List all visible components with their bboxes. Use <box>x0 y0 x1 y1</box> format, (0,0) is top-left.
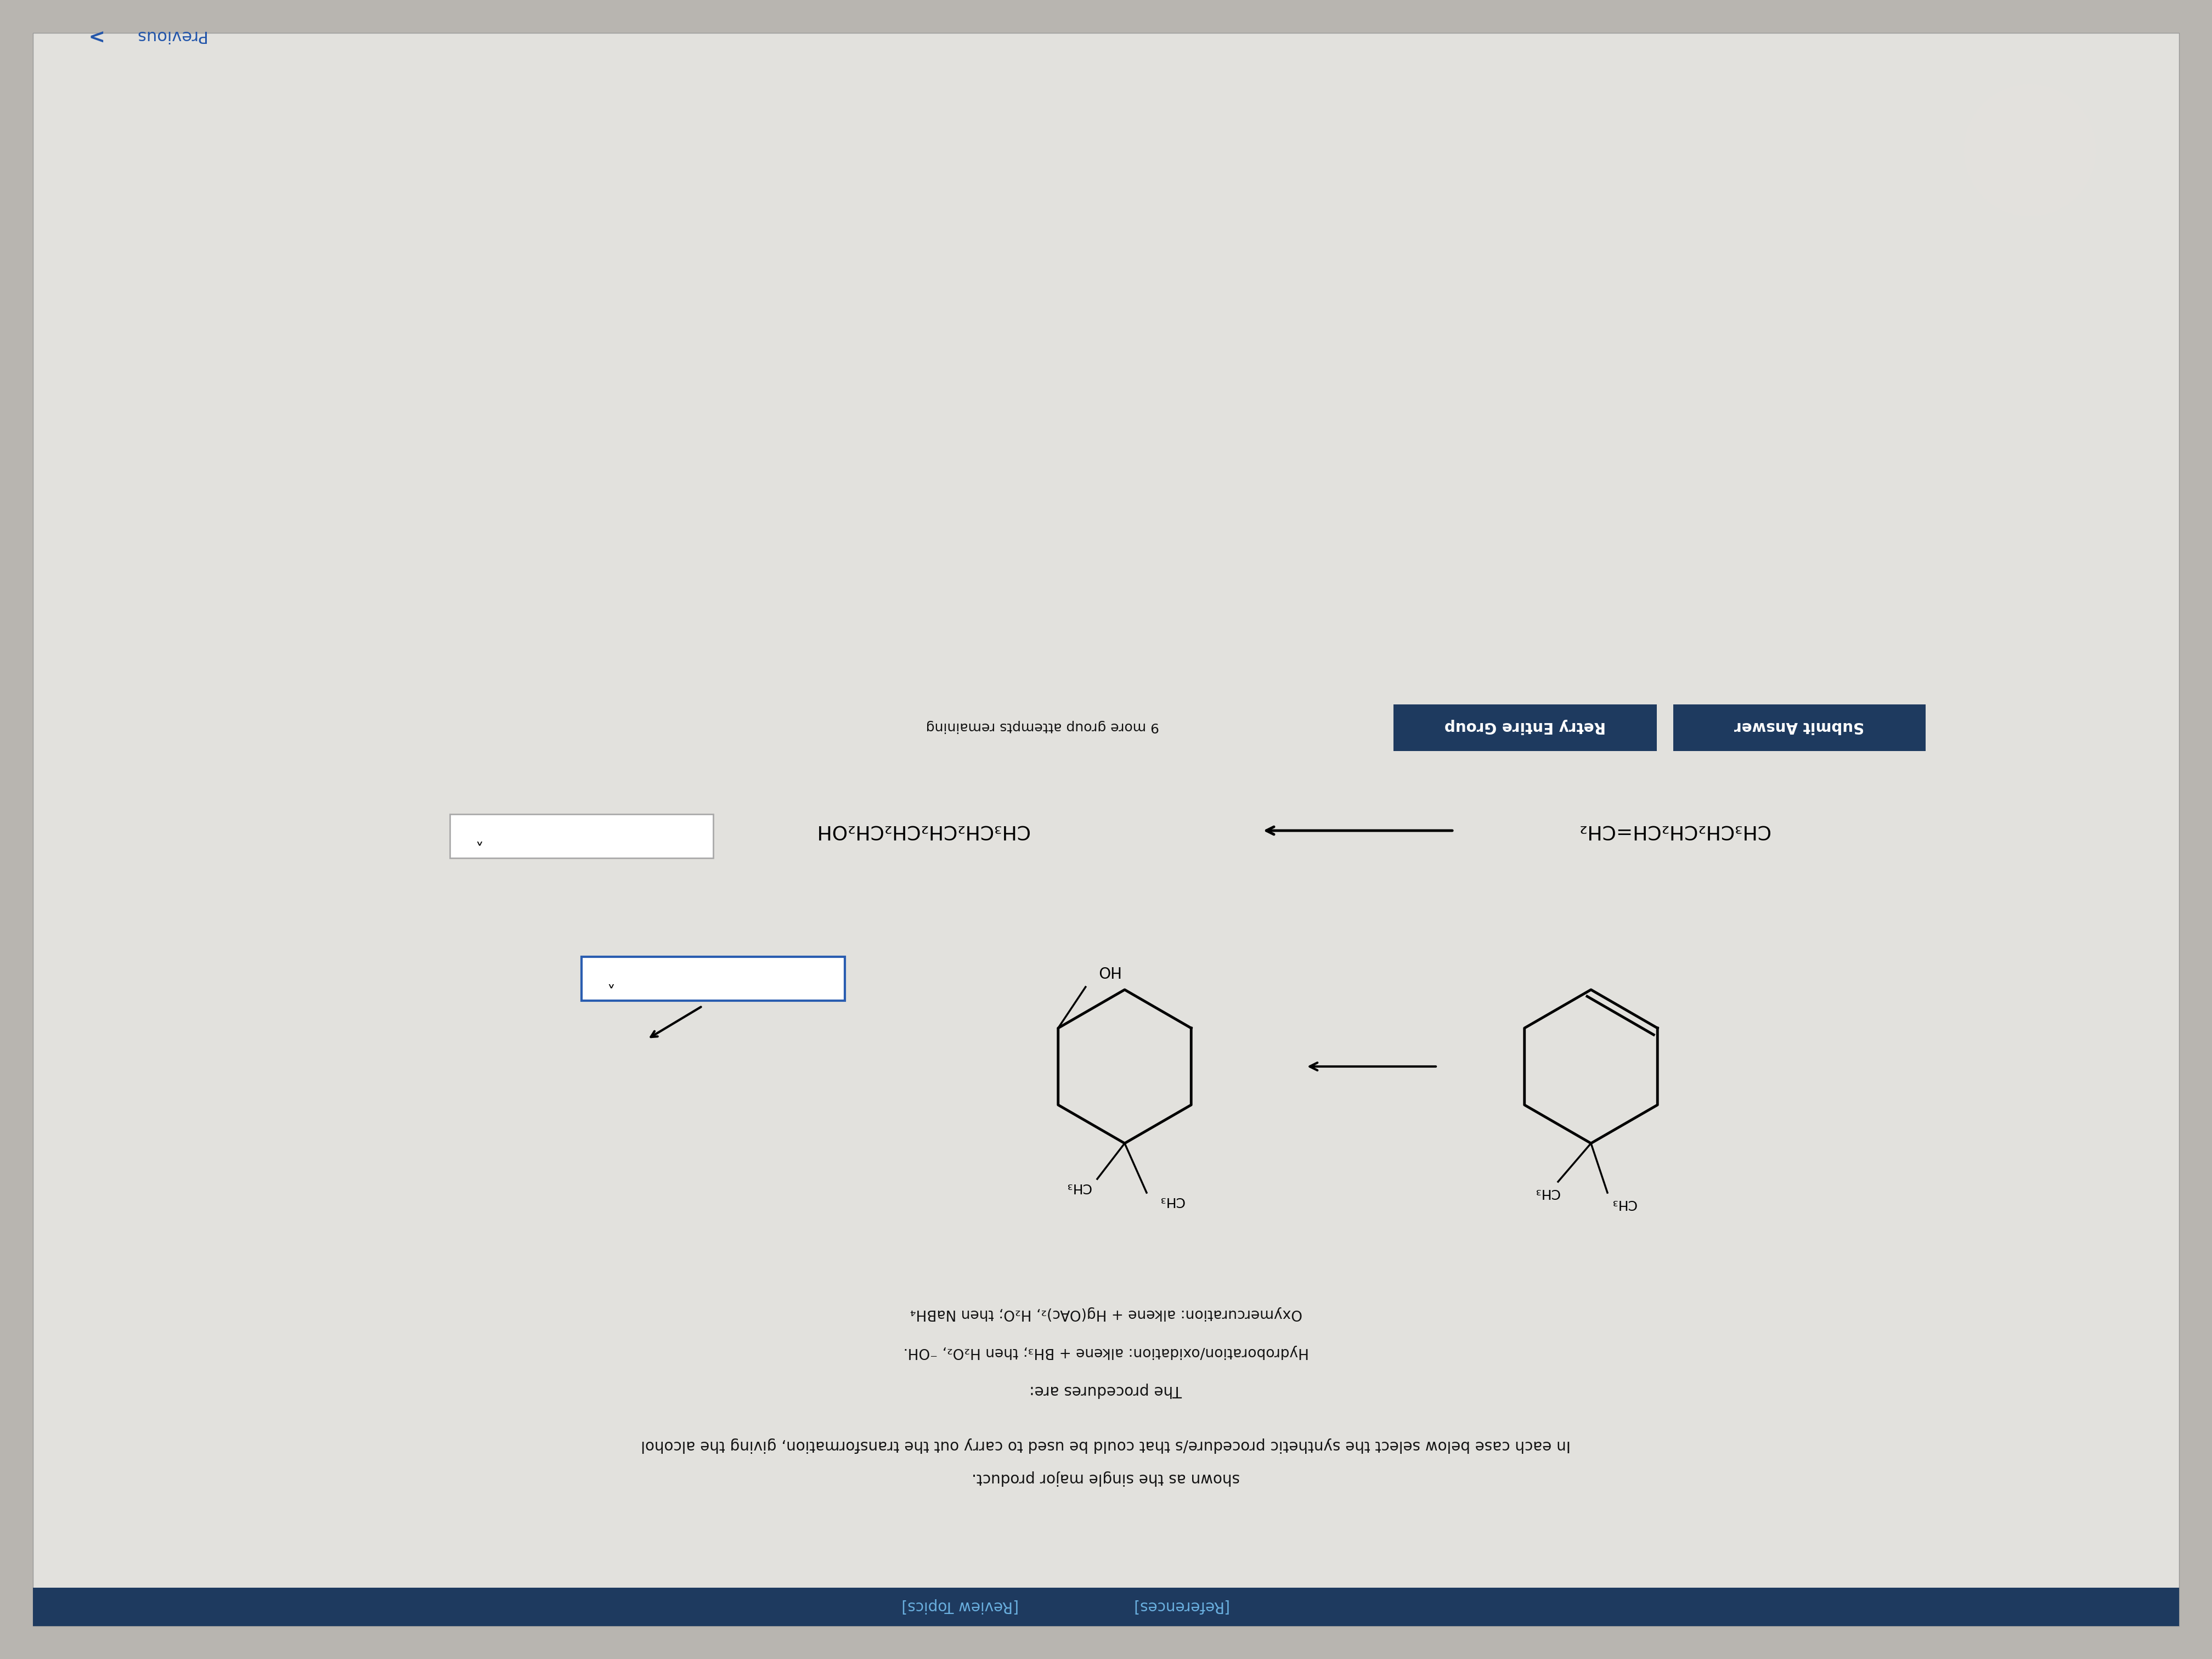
Text: Hydroboration/oxidation: alkene + BH₃; then H₂O₂, ⁻OH.: Hydroboration/oxidation: alkene + BH₃; t… <box>902 1345 1310 1359</box>
Bar <box>582 957 845 1000</box>
Circle shape <box>1975 56 2031 111</box>
Text: The procedures are:: The procedures are: <box>1029 1382 1183 1399</box>
Text: ˄: ˄ <box>604 971 613 987</box>
Text: Oxymercuration: alkene + Hg(OAc)₂, H₂O; then NaBH₄: Oxymercuration: alkene + Hg(OAc)₂, H₂O; … <box>909 1306 1303 1321</box>
Text: Submit Answer: Submit Answer <box>1734 718 1865 733</box>
Circle shape <box>1936 182 2013 260</box>
Text: CH₃: CH₃ <box>1610 1198 1637 1209</box>
Bar <box>33 1588 2179 1626</box>
Text: CH₃CH₂CH₂CH₂CH₂OH: CH₃CH₂CH₂CH₂CH₂OH <box>814 821 1029 839</box>
Circle shape <box>2046 156 2146 254</box>
Text: HO: HO <box>1095 962 1119 979</box>
Text: CH₃CH₂CH₂CH=CH₂: CH₃CH₂CH₂CH=CH₂ <box>1577 821 1770 839</box>
Text: [References]: [References] <box>1130 1598 1228 1614</box>
Text: CH₃: CH₃ <box>1066 1181 1091 1194</box>
Text: CH₃: CH₃ <box>1535 1186 1559 1199</box>
Circle shape <box>1964 85 2095 216</box>
Text: Previous: Previous <box>135 27 206 43</box>
Text: CH₃: CH₃ <box>1159 1194 1183 1208</box>
Circle shape <box>2042 63 2106 128</box>
Bar <box>1394 705 1657 752</box>
Text: 9 more group attempts remaining: 9 more group attempts remaining <box>925 720 1159 733</box>
Text: shown as the single major product.: shown as the single major product. <box>971 1470 1241 1486</box>
Text: >: > <box>84 27 102 45</box>
Text: In each case below select the synthetic procedure/s that could be used to carry : In each case below select the synthetic … <box>641 1437 1571 1453</box>
Text: ˄: ˄ <box>473 828 482 844</box>
Text: Retry Entire Group: Retry Entire Group <box>1444 718 1606 733</box>
Text: [Review Topics]: [Review Topics] <box>902 1598 1020 1614</box>
Bar <box>449 815 712 858</box>
Bar <box>1672 705 1927 752</box>
